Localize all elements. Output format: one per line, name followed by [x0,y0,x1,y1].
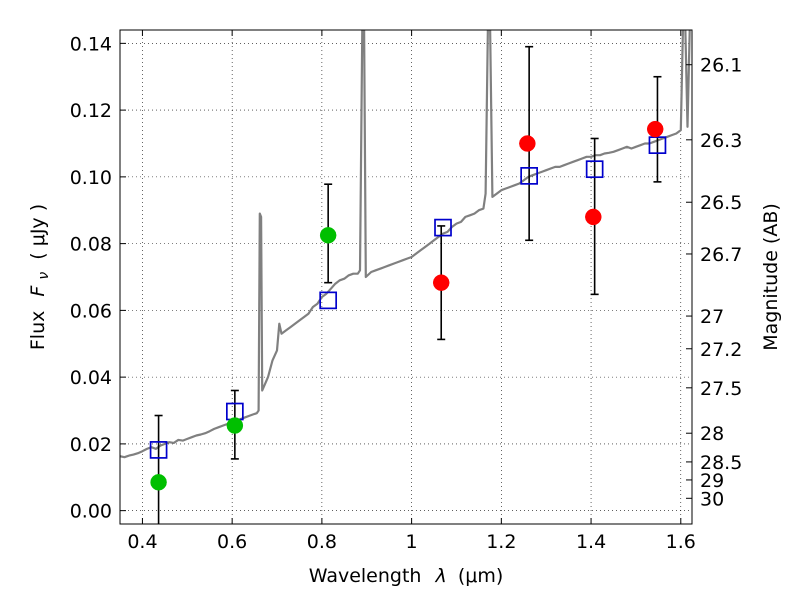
observed-red-point [519,135,536,152]
y-axis-label-subscript: ν [36,272,52,280]
x-tick-label: 1.4 [576,531,606,553]
mag-tick-label: 27.2 [700,339,742,361]
y-tick-label: 0.14 [70,33,112,55]
model-photometry-square [149,441,168,459]
observed-green-point [319,227,337,244]
mag-tick-label: 27.5 [700,378,742,400]
model-photometry-square [520,167,538,185]
mag-tick-label: 29 [700,470,724,492]
mag-tick-label: 26.7 [700,244,742,266]
mag-tick-label: 26.3 [700,130,742,152]
x-tick-label: 1.6 [666,531,696,553]
y-axis-label: Flux F ν ( μJy ) [27,204,53,350]
right-axis-label: Magnitude (AB) [760,203,782,351]
x-axis-label-text: Wavelength [309,565,422,587]
observed-green-point [226,417,244,434]
mag-tick-label: 26.5 [700,192,742,214]
y-tick-label: 0.08 [70,234,112,256]
y-tick-label: 0.04 [70,367,112,389]
x-tick-label: 0.8 [307,531,337,553]
observed-red-point [432,274,450,291]
x-tick-label: 1.2 [486,531,516,553]
y-axis-label-text: Flux [27,311,49,351]
ticks: 0.4 0.6 0.8 1 1.2 1.4 1.6 0.00 0.02 0.04 0.06 0.08 0… [70,30,742,553]
data-layer [120,30,691,459]
observed-red-point [585,208,602,226]
mag-tick-label: 27 [700,306,724,328]
error-bar-layer [149,45,667,524]
y-tick-label: 0.06 [70,300,112,322]
mag-tick-label: 28.5 [700,452,742,474]
mag-tick-label: 26.1 [700,55,742,77]
x-axis-label: Wavelength λ (μm) [309,565,503,587]
plot-background [120,30,692,524]
x-tick-label: 1 [406,531,418,553]
y-tick-label: 0.02 [70,434,112,456]
model-photometry-square [585,160,604,179]
x-tick-label: 0.4 [127,531,157,553]
x-tick-label: 0.6 [217,531,247,553]
mag-tick-label: 28 [700,423,724,445]
observed-red-point [646,120,664,138]
x-axis-label-unit: (μm) [458,565,503,587]
model-photometry-square [434,218,452,237]
model-photometry-square [319,291,338,310]
observed-green-point [150,474,167,491]
y-tick-label: 0.10 [70,167,112,189]
x-axis-label-symbol: λ [435,565,447,587]
model-sed-line [120,30,691,459]
plot-frame [119,29,693,525]
y-axis-label-unit: ( μJy ) [27,204,49,260]
model-photometry-square [648,136,667,155]
y-tick-label: 0.12 [70,100,112,122]
y-axis-label-symbol: F [27,285,49,297]
mag-tick-label: 30 [700,488,724,510]
y-tick-label: 0.00 [70,501,112,523]
